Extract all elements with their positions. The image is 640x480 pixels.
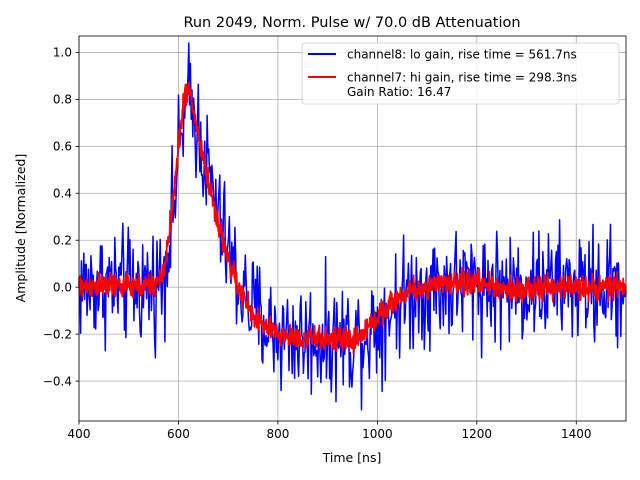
y-tick-label: 0.6 [53, 140, 72, 154]
y-tick-label: 0.2 [53, 233, 72, 247]
y-tick-label: 0.0 [53, 280, 72, 294]
series-line-channel7 [78, 81, 627, 355]
y-tick-label: −0.4 [43, 374, 72, 388]
legend-gain-ratio-label: Gain Ratio: 16.47 [347, 85, 451, 99]
x-tick-label: 600 [167, 427, 190, 441]
y-tick-label: 1.0 [53, 46, 72, 60]
x-tick-label: 1400 [561, 427, 592, 441]
x-tick-label: 400 [68, 427, 91, 441]
x-axis-label: Time [ns] [322, 450, 382, 465]
chart-title: Run 2049, Norm. Pulse w/ 70.0 dB Attenua… [183, 15, 520, 31]
y-tick-label: −0.2 [43, 327, 72, 341]
x-tick-label: 800 [266, 427, 289, 441]
y-tick-label: 0.4 [53, 186, 72, 200]
y-axis-label: Amplitude [Normalized] [13, 154, 28, 303]
legend-entry-channel8-label: channel8: lo gain, rise time = 561.7ns [347, 48, 577, 62]
series-line-channel8 [78, 42, 627, 411]
plot-area: 400 600 800 1000 1200 1400 −0.4 −0.2 0.0 0.2 0.4 0.… [43, 35, 627, 441]
axes-frame [78, 35, 627, 422]
legend-box [301, 42, 620, 105]
legend: channel8: lo gain, rise time = 561.7ns ch… [301, 42, 620, 105]
x-tick-label: 1200 [462, 427, 493, 441]
x-tick-label: 1000 [362, 427, 393, 441]
y-tick-label: 0.8 [53, 93, 72, 107]
legend-entry-channel7-label: channel7: hi gain, rise time = 298.3ns [347, 71, 577, 85]
